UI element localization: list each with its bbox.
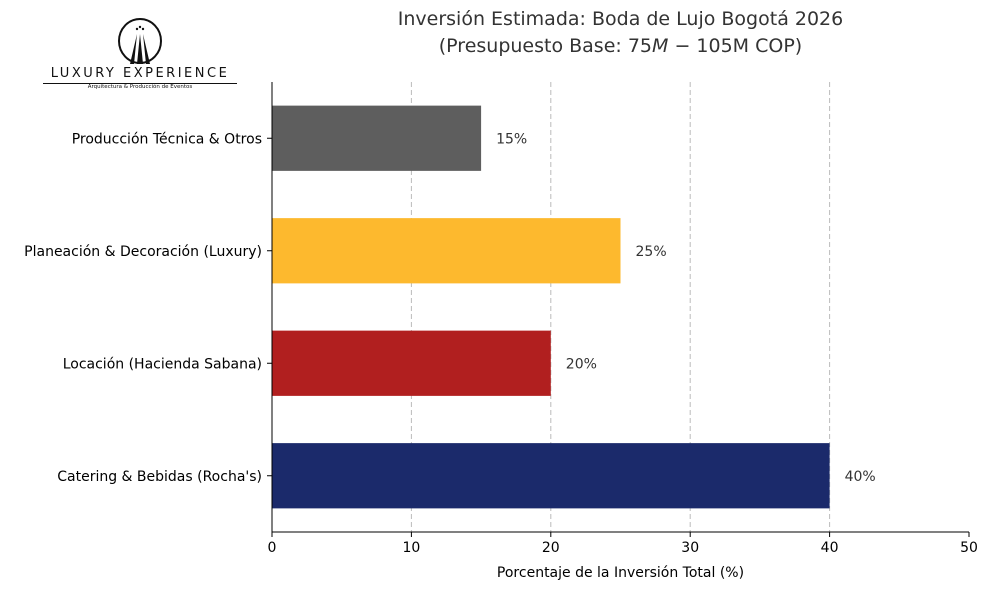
bar [272, 218, 621, 284]
bar [272, 105, 482, 171]
chart-subtitle: (Presupuesto Base: 75M − 105M COP) [272, 35, 969, 57]
y-tick-label: Locación (Hacienda Sabana) [63, 356, 262, 372]
x-tick-label: 20 [542, 540, 560, 556]
bar [272, 443, 830, 509]
y-tick-label: Catering & Bebidas (Rocha's) [57, 469, 262, 485]
chart-title: Inversión Estimada: Boda de Lujo Bogotá … [397, 8, 844, 30]
subtitle-italic: M [652, 35, 669, 57]
x-axis-label: Porcentaje de la Inversión Total (%) [497, 565, 744, 581]
logo-name: LUXURY EXPERIENCE [50, 66, 230, 81]
y-tick-label: Planeación & Decoración (Luxury) [24, 244, 262, 260]
data-label: 40% [845, 469, 876, 485]
data-label: 20% [566, 356, 597, 372]
y-tick-label: Producción Técnica & Otros [72, 131, 262, 147]
subtitle-prefix: (Presupuesto Base: 75 [438, 35, 653, 57]
logo-underline [43, 83, 237, 84]
data-label: 25% [636, 244, 667, 260]
logo-tagline: Arquitectura & Producción de Eventos [87, 84, 193, 90]
logo-icon [118, 18, 162, 64]
data-label: 15% [496, 131, 527, 147]
x-tick-label: 40 [821, 540, 839, 556]
subtitle-suffix: − 105M COP) [668, 35, 803, 57]
x-tick-label: 50 [960, 540, 978, 556]
x-tick-label: 10 [402, 540, 420, 556]
x-tick-label: 0 [268, 540, 277, 556]
x-tick-label: 30 [681, 540, 699, 556]
bar [272, 330, 551, 396]
